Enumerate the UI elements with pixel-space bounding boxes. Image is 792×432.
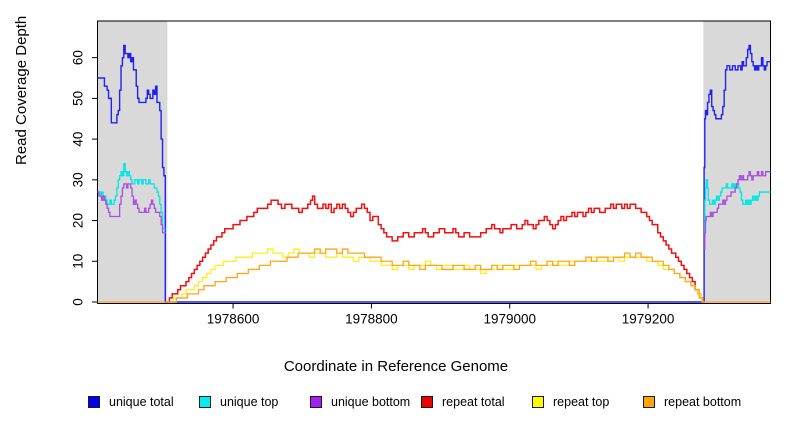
x-tick-label: 1978600 (207, 312, 260, 327)
legend-item-repeat-top: repeat top (532, 395, 643, 409)
series-path (97, 183, 166, 234)
x-axis-title: Coordinate in Reference Genome (283, 358, 509, 375)
series-repeat-bottom (97, 248, 771, 303)
series-path (167, 248, 704, 303)
series-unique-bottom (97, 171, 771, 250)
legend: unique total unique top unique bottom re… (88, 395, 768, 409)
legend-item-unique-total: unique total (88, 395, 199, 409)
x-tick-label: 1978800 (345, 312, 398, 327)
legend-label: repeat bottom (664, 395, 742, 409)
shaded-regions (97, 21, 771, 304)
series-repeat-total (167, 195, 704, 303)
series-path (97, 162, 166, 234)
unique-total-swatch-icon (88, 396, 100, 408)
y-tick-label: 40 (71, 132, 86, 147)
legend-label: unique bottom (331, 395, 411, 409)
shaded-region (703, 21, 771, 304)
y-tick-label: 50 (71, 91, 86, 106)
plot-frame (97, 20, 771, 304)
y-axis: 0 10 20 30 40 50 60 (71, 50, 98, 306)
series-repeat-top (167, 248, 704, 303)
unique-top-swatch-icon (199, 396, 211, 408)
x-axis: 1978600 1978800 1979000 1979200 (207, 303, 675, 327)
unique-bottom-swatch-icon (310, 396, 322, 408)
shaded-region (97, 21, 168, 304)
series-path (97, 248, 771, 303)
series-unique-top (97, 162, 771, 234)
legend-label: unique total (109, 395, 174, 409)
x-tick-label: 1979000 (483, 312, 536, 327)
series-path (97, 44, 771, 303)
series-unique-total (97, 44, 771, 303)
legend-item-unique-top: unique top (199, 395, 310, 409)
legend-item-repeat-bottom: repeat bottom (643, 395, 754, 409)
legend-label: repeat top (553, 395, 610, 409)
y-tick-label: 10 (71, 254, 86, 269)
series-path (704, 179, 771, 234)
repeat-top-swatch-icon (532, 396, 544, 408)
legend-item-repeat-total: repeat total (421, 395, 532, 409)
y-tick-label: 20 (71, 213, 86, 228)
repeat-total-swatch-icon (421, 396, 433, 408)
series-path (167, 195, 704, 303)
legend-label: unique top (220, 395, 279, 409)
legend-label: repeat total (442, 395, 505, 409)
y-tick-label: 60 (71, 50, 86, 65)
series-path (704, 171, 771, 250)
x-tick-label: 1979200 (622, 312, 675, 327)
y-axis-title: Read Coverage Depth (13, 15, 30, 165)
y-tick-label: 0 (71, 298, 86, 306)
y-tick-label: 30 (71, 172, 86, 187)
legend-item-unique-bottom: unique bottom (310, 395, 421, 409)
repeat-bottom-swatch-icon (643, 396, 655, 408)
